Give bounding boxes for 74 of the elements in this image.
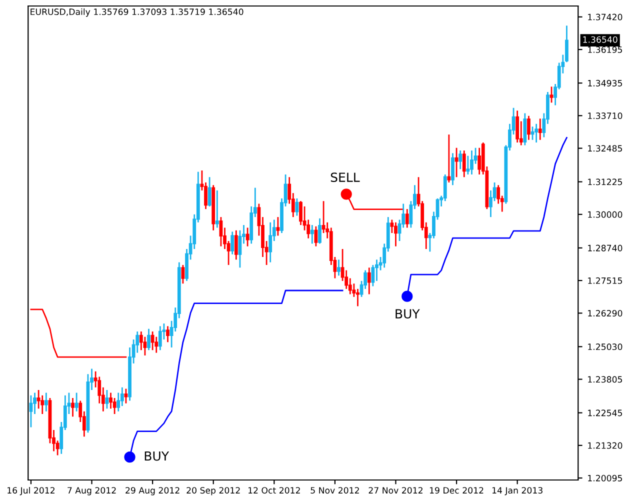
- candlestick: [44, 392, 48, 412]
- x-tick-label: 20 Sep 2012: [186, 487, 240, 496]
- candlestick: [181, 264, 185, 284]
- candlestick: [530, 126, 534, 141]
- candlestick: [234, 230, 238, 260]
- y-tick-label: 1.37420: [588, 14, 622, 20]
- candlestick: [166, 325, 170, 343]
- candlestick: [527, 115, 530, 141]
- x-tick-label: 27 Nov 2012: [368, 487, 422, 494]
- series-label: BUY: [144, 451, 170, 461]
- candlestick: [478, 147, 482, 176]
- x-tick-label: 7 Aug 2012: [68, 487, 116, 496]
- x-tick-label: 19 Dec 2012: [430, 487, 484, 494]
- candlestick: [458, 150, 462, 170]
- y-tick-label: 1.28740: [588, 244, 622, 252]
- candlestick: [71, 397, 74, 418]
- x-tick-label: 14 Jan 2013: [492, 487, 542, 496]
- candlestick: [405, 208, 409, 228]
- text: 1.36540: [583, 36, 618, 43]
- candlestick: [550, 86, 554, 104]
- x-tick-label: 29 Aug 2012: [126, 487, 180, 496]
- candlestick: [158, 325, 162, 351]
- candlestick: [29, 394, 33, 428]
- candlestick: [375, 258, 378, 282]
- candlestick: [337, 258, 340, 276]
- y-tick-label: 1.30000: [588, 211, 622, 218]
- y-tick-label: 1.23805: [588, 376, 622, 383]
- series-label: SELL: [330, 172, 360, 182]
- candlestick: [447, 134, 451, 184]
- y-tick-label: 1.36195: [588, 46, 622, 53]
- y-tick-label: 1.20095: [588, 474, 622, 482]
- candlestick: [310, 224, 314, 244]
- point: [340, 188, 352, 200]
- y-tick-label: 1.22545: [588, 410, 622, 416]
- x-tick-label: 5 Nov 2012: [310, 487, 359, 494]
- y-tick-label: 1.25030: [588, 344, 622, 350]
- candlestick: [534, 123, 538, 144]
- y-tick-label: 1.31225: [588, 178, 622, 186]
- candlestick: [367, 266, 371, 295]
- candlestick: [150, 330, 154, 351]
- candlestick: [454, 147, 458, 178]
- candlestick: [124, 388, 128, 404]
- y-tick-label: 1.26290: [588, 310, 622, 317]
- candlestick: [208, 176, 212, 208]
- candlestick: [314, 226, 318, 248]
- candlestick: [451, 152, 454, 186]
- candlestick: [230, 230, 234, 256]
- candlestick: [246, 227, 250, 248]
- text: BUY: [396, 309, 420, 319]
- x-tick-label: 12 Oct 2012: [248, 487, 300, 494]
- y-tick-label: 1.34935: [588, 80, 622, 86]
- y-tick-label: 1.33710: [588, 112, 622, 120]
- candlestick: [538, 118, 542, 141]
- candlestick: [318, 218, 322, 244]
- candlestick: [523, 112, 527, 146]
- y-tick-label: 1.32485: [588, 145, 622, 152]
- point: [124, 452, 136, 463]
- candlestick: [105, 389, 109, 410]
- candlestick: [276, 216, 280, 236]
- candlestick: [394, 222, 398, 248]
- point: [402, 290, 413, 302]
- y-tick-label: 1.27515: [588, 277, 622, 284]
- candlestick: [470, 150, 474, 176]
- candlestick: [147, 328, 150, 351]
- chart-title: EURUSD,Daily 1.35769 1.37093 1.35719 1.36540: [30, 8, 244, 17]
- candlestick: [268, 222, 272, 263]
- y-tick-label: 1.21320: [588, 442, 622, 449]
- candlestick: [516, 110, 520, 144]
- candlestick: [74, 392, 78, 412]
- candlestick: [462, 150, 466, 178]
- x-tick-label: 16 Jul 2012: [8, 486, 54, 496]
- candlestick: [215, 190, 219, 228]
- candlestick: [219, 216, 223, 248]
- candlestick: [295, 198, 299, 216]
